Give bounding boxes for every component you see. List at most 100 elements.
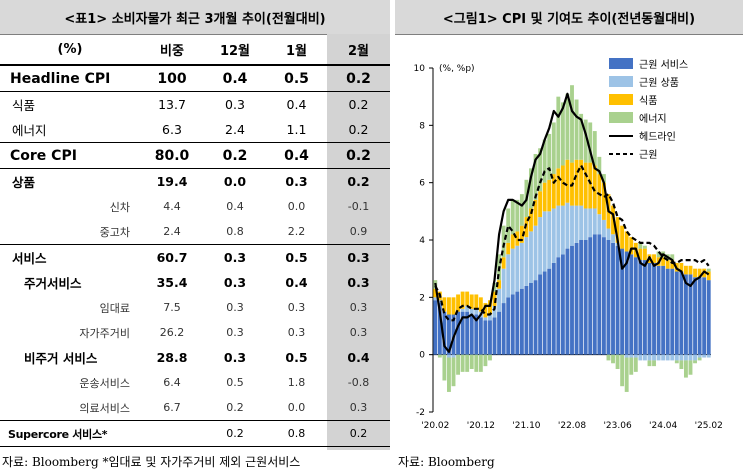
bar-core-services: [661, 265, 666, 355]
cell-feb: -0.8: [347, 376, 370, 389]
bar-core-goods: [683, 354, 688, 361]
bar-core-goods: [469, 308, 474, 315]
bar-core-services: [620, 248, 625, 355]
cell-jan: 0.8: [266, 420, 327, 447]
legend-swatch: [609, 94, 633, 105]
bar-core-services: [606, 240, 611, 355]
cell-feb: 0.2: [327, 142, 390, 169]
bar-core-goods: [588, 208, 593, 238]
bar-core-goods: [515, 245, 520, 292]
x-tick-label: '20.02: [421, 421, 449, 431]
table-row: 식품 13.7 0.3 0.4 0.2: [0, 91, 390, 117]
cell-feb: 0.9: [349, 225, 368, 238]
bar-food: [433, 288, 438, 298]
bar-food: [501, 257, 506, 269]
chart-title: <그림1> CPI 및 기여도 추이(전년동월대비): [395, 0, 743, 35]
bar-food: [542, 182, 547, 212]
bar-energy: [601, 174, 606, 183]
row-label: Supercore 서비스*: [0, 420, 140, 447]
bar-food: [469, 294, 474, 309]
bar-core-goods: [661, 354, 666, 361]
bar-energy: [606, 354, 611, 361]
table-row: 중고차 2.4 0.8 2.2 0.9: [0, 219, 390, 245]
bar-energy: [488, 354, 492, 361]
bar-food: [620, 225, 625, 249]
bar-core-goods: [679, 354, 684, 361]
table-row: 운송서비스 6.4 0.5 1.8 -0.8: [0, 370, 390, 395]
bar-core-goods: [510, 248, 515, 295]
bar-core-goods: [542, 211, 547, 272]
bar-core-goods: [674, 354, 679, 361]
cell-weight: 4.4: [163, 200, 181, 213]
bar-energy: [551, 122, 556, 175]
bar-food: [592, 165, 597, 209]
bar-core-services: [529, 283, 533, 355]
cell-feb: 0.2: [327, 168, 390, 194]
table-header-row: (%) 비중 12월 1월 2월: [0, 34, 390, 66]
table-row: 주거서비스 35.4 0.3 0.4 0.3: [0, 270, 390, 295]
x-tick-label: '21.10: [512, 421, 541, 431]
y-tick-label: 8: [419, 121, 425, 131]
row-label: 자가주거비: [79, 326, 130, 340]
row-label: 상품: [0, 168, 140, 194]
bar-energy: [533, 154, 538, 200]
bar-energy: [538, 148, 543, 192]
header-jan: 1월: [266, 34, 327, 66]
bar-energy: [683, 360, 688, 378]
x-tick-label: '20.12: [467, 421, 495, 431]
bar-core-goods: [501, 268, 506, 304]
bar-food: [697, 268, 702, 278]
bar-food: [661, 257, 666, 266]
bar-core-goods: [506, 254, 511, 298]
bar-core-services: [674, 271, 679, 355]
cell-dec: 0.0: [204, 168, 266, 194]
bar-core-goods: [465, 305, 470, 312]
bar-core-goods: [565, 202, 570, 249]
bar-core-goods: [460, 308, 465, 312]
bar-core-services: [547, 268, 552, 355]
bar-energy: [469, 354, 474, 369]
bar-core-goods: [551, 208, 556, 263]
bar-food: [688, 265, 693, 275]
bar-food: [652, 254, 656, 263]
cell-dec: 0.2: [226, 401, 244, 414]
bar-energy: [588, 122, 593, 163]
y-tick-label: 0: [419, 351, 425, 361]
row-label: 에너지: [12, 123, 47, 138]
bar-food: [538, 191, 543, 218]
cell-jan: 0.3: [287, 301, 306, 314]
bar-energy: [656, 251, 661, 258]
bar-energy: [574, 99, 579, 160]
bar-core-services: [611, 242, 615, 355]
bar-core-services: [469, 314, 474, 355]
bar-food: [488, 300, 492, 315]
cell-weight: 13.7: [140, 91, 204, 117]
bar-core-goods: [451, 354, 456, 358]
bar-core-goods: [488, 314, 492, 321]
bar-core-services: [565, 248, 570, 355]
bar-core-goods: [697, 354, 702, 358]
bar-food: [474, 294, 479, 309]
bar-food: [556, 168, 561, 206]
cell-jan: 0.3: [266, 168, 327, 194]
bar-food: [492, 291, 497, 306]
bar-food: [665, 260, 670, 269]
legend-label: 에너지: [639, 113, 667, 125]
bar-energy: [556, 96, 561, 169]
cell-weight: 100: [140, 64, 204, 92]
legend-label: 근원: [639, 149, 657, 161]
bar-energy: [706, 268, 711, 272]
bar-food: [456, 294, 461, 312]
bar-core-goods: [624, 354, 629, 358]
cpi-contribution-chart: -2 0 2 4 6 8 10 (%, %p) '20.02 '20.12 '21.10 '22.08…: [414, 58, 723, 431]
bar-energy: [597, 156, 602, 175]
bar-core-services: [542, 271, 547, 355]
bar-core-goods: [652, 354, 656, 361]
bar-core-services: [533, 280, 538, 355]
bar-food: [693, 268, 697, 278]
cell-jan: 0.0: [287, 401, 306, 414]
bar-core-services: [693, 277, 697, 355]
bar-energy: [633, 357, 638, 372]
bar-core-goods: [447, 354, 451, 358]
legend-swatch: [609, 58, 633, 69]
